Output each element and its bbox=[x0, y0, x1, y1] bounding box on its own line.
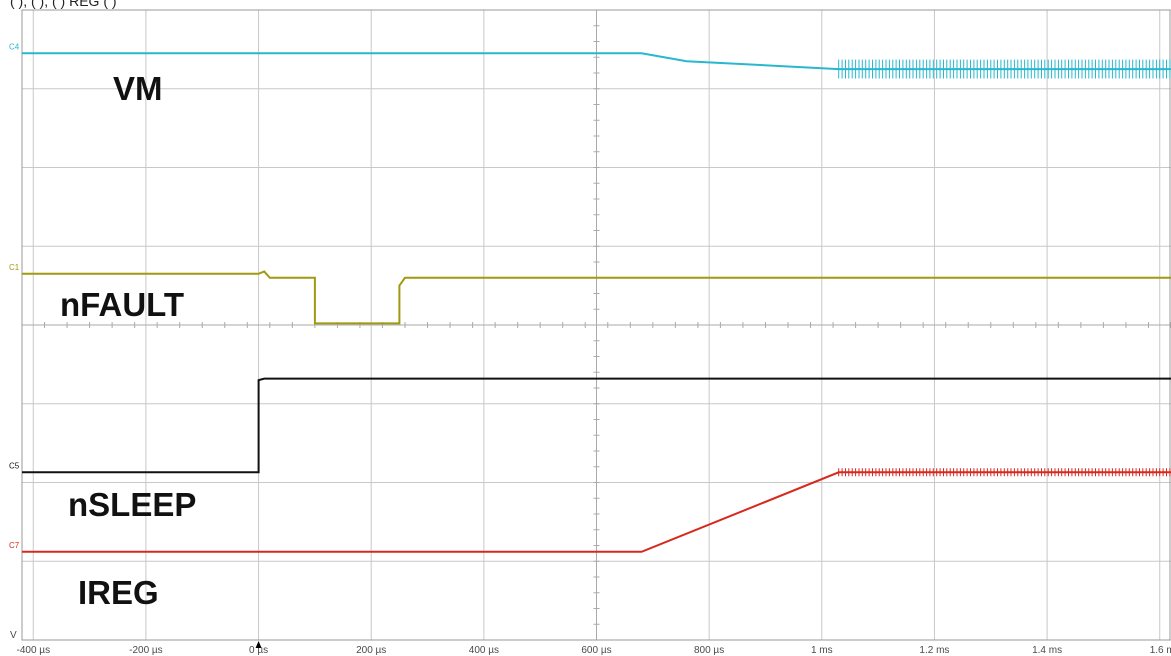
channel-marker-ireg: C7 bbox=[9, 541, 20, 550]
header-text: ( ), ( ), ( ) REG ( ) bbox=[10, 0, 117, 9]
x-tick-label: 1.6 m bbox=[1150, 645, 1171, 656]
y-unit-label: V bbox=[10, 630, 17, 641]
signal-label-nfault: nFAULT bbox=[60, 286, 184, 323]
trace-ireg bbox=[22, 471, 1171, 553]
x-tick-label: -200 µs bbox=[129, 645, 163, 656]
signal-label-ireg: IREG bbox=[78, 574, 159, 611]
traces bbox=[22, 52, 1171, 553]
x-tick-label: -400 µs bbox=[17, 645, 51, 656]
signal-label-vm: VM bbox=[113, 70, 163, 107]
x-axis-ticks: -400 µs -200 µs 0 µs 200 µs 400 µs 600 µs 800 … bbox=[17, 645, 1171, 656]
channel-marker-nsleep: C5 bbox=[9, 461, 20, 470]
trace-nfault bbox=[22, 270, 1171, 325]
x-tick-label: 400 µs bbox=[469, 645, 499, 656]
channel-marker-nfault: C1 bbox=[9, 263, 20, 272]
plot-border bbox=[21, 9, 1171, 641]
trigger-marker bbox=[255, 641, 262, 648]
ripple-ireg bbox=[838, 468, 1171, 477]
grid bbox=[21, 9, 1171, 641]
channel-labels: C4 VM C1 nFAULT C5 nSLEEP C7 IREG bbox=[9, 42, 196, 611]
trace-nsleep bbox=[22, 377, 1171, 474]
x-tick-label: 800 µs bbox=[694, 645, 724, 656]
x-tick-label: 1.4 ms bbox=[1032, 645, 1062, 656]
ripple-vm bbox=[838, 59, 1171, 79]
x-tick-label: 1 ms bbox=[811, 645, 833, 656]
x-tick-label: 600 µs bbox=[581, 645, 611, 656]
channel-marker-vm: C4 bbox=[9, 42, 20, 51]
x-tick-label: 200 µs bbox=[356, 645, 386, 656]
signal-label-nsleep: nSLEEP bbox=[68, 486, 196, 523]
x-tick-label: 0 µs bbox=[249, 645, 268, 656]
x-tick-label: 1.2 ms bbox=[919, 645, 949, 656]
trace-vm bbox=[22, 52, 1171, 71]
